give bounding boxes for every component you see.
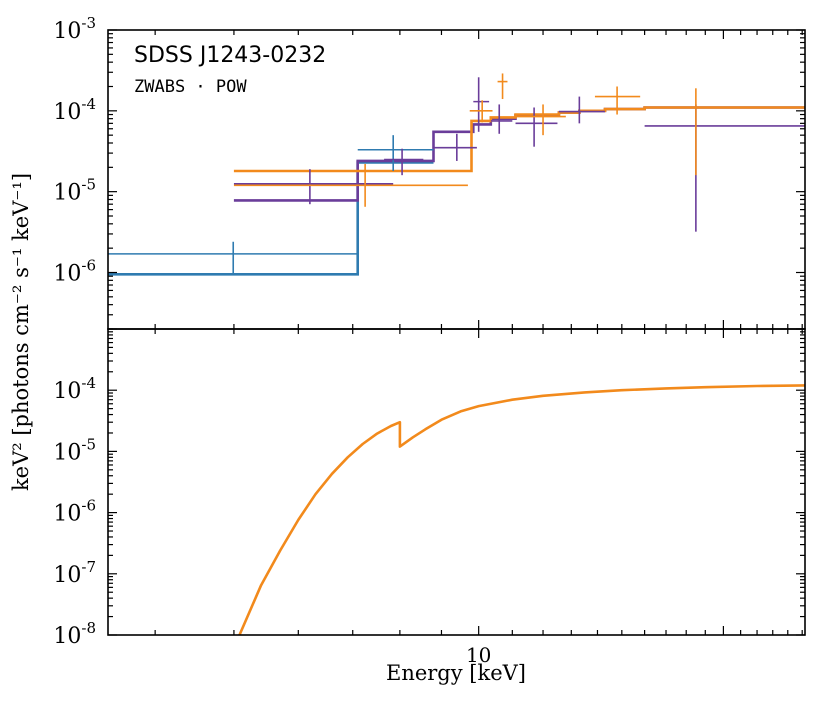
bottom-panel-frame — [107, 328, 806, 636]
model-step-orange — [233, 106, 805, 173]
y-tick-label: 10-8 — [53, 619, 96, 649]
bottom-axis-ticks — [108, 328, 805, 636]
y-tick-label: 10-6 — [53, 256, 96, 286]
y-tick-label: 10-3 — [53, 14, 96, 44]
y-axis-label: keV² [photons cm⁻² s⁻¹ keV⁻¹] — [9, 173, 33, 491]
top-axis-ticks — [108, 29, 805, 330]
bottom-x-tick-labels: 10 — [466, 643, 491, 667]
y-tick-label: 10-4 — [53, 95, 96, 125]
chart-subtitle: ZWABS · POW — [134, 77, 247, 97]
y-tick-label: 10-4 — [53, 374, 96, 404]
y-tick-label: 10-7 — [53, 558, 96, 588]
bottom-model-curve — [238, 384, 806, 636]
y-tick-label: 10-5 — [53, 176, 96, 206]
top-y-tick-labels: 10-6 10-5 10-4 10-3 — [53, 14, 96, 286]
top-data-points — [108, 73, 805, 275]
y-tick-label: 10-5 — [53, 435, 96, 465]
x-tick-label: 10 — [466, 643, 491, 667]
model-curve — [238, 384, 806, 636]
x-axis-label: Energy [keV] — [386, 661, 526, 685]
chart-title: SDSS J1243-0232 — [134, 43, 326, 68]
bottom-y-tick-labels: 10-8 10-7 10-6 10-5 10-4 — [53, 374, 96, 649]
y-tick-label: 10-6 — [53, 497, 96, 527]
